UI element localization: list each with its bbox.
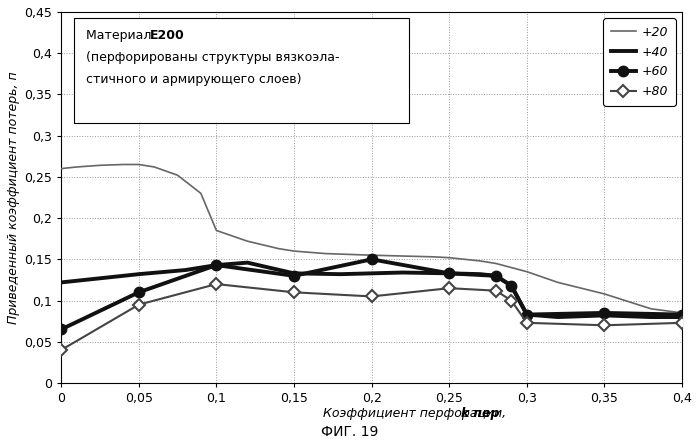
+20: [73, 164, 81, 170]
+40: [336, 272, 345, 277]
+40: [554, 315, 562, 320]
Text: Материал: Материал: [86, 29, 155, 42]
Line: +80: +80: [57, 280, 686, 354]
+40: [476, 272, 484, 277]
+20: [274, 246, 282, 251]
+20: [429, 254, 438, 260]
+20: [507, 265, 516, 270]
+60: [678, 312, 686, 317]
+40: [368, 271, 376, 276]
Text: k: k: [461, 408, 470, 420]
+20: [445, 255, 454, 260]
+80: [491, 288, 500, 293]
+40: [678, 315, 686, 320]
+40: [491, 273, 500, 279]
+20: [96, 163, 104, 168]
+60: [290, 273, 298, 279]
Text: Коэффициент перфорации,: Коэффициент перфорации,: [323, 408, 510, 420]
+80: [445, 286, 454, 291]
+40: [135, 272, 143, 277]
+40: [445, 271, 454, 276]
+20: [678, 310, 686, 315]
Y-axis label: Приведенный коэффициент потерь, п: Приведенный коэффициент потерь, п: [7, 71, 20, 324]
+80: [507, 298, 516, 303]
+80: [135, 302, 143, 307]
Legend: +20, +40, +60, +80: +20, +40, +60, +80: [603, 18, 676, 106]
Text: пер: пер: [470, 408, 500, 420]
+20: [523, 269, 531, 274]
+20: [243, 238, 252, 244]
+20: [647, 306, 655, 311]
+40: [398, 270, 407, 275]
+40: [647, 315, 655, 320]
+40: [243, 260, 252, 265]
+60: [600, 310, 609, 315]
+20: [173, 173, 182, 178]
+40: [57, 280, 65, 285]
+40: [88, 276, 96, 282]
+20: [491, 261, 500, 266]
+60: [523, 312, 531, 317]
+80: [600, 323, 609, 328]
Text: (перфорированы структуры вязкоэла-: (перфорированы структуры вязкоэла-: [86, 51, 340, 64]
+20: [368, 253, 376, 258]
Line: +20: +20: [61, 164, 682, 313]
+60: [445, 271, 454, 276]
+20: [119, 162, 127, 167]
+20: [212, 228, 221, 233]
+40: [290, 271, 298, 276]
Text: ФИГ. 19: ФИГ. 19: [321, 424, 378, 439]
+60: [491, 273, 500, 279]
+20: [290, 249, 298, 254]
+80: [57, 347, 65, 353]
Line: +40: +40: [61, 263, 682, 317]
+80: [212, 281, 221, 287]
+60: [368, 256, 376, 262]
+20: [321, 251, 329, 256]
+20: [150, 164, 159, 170]
+60: [507, 283, 516, 288]
+20: [554, 280, 562, 285]
+20: [135, 162, 143, 167]
+40: [507, 283, 516, 288]
+80: [678, 320, 686, 326]
+20: [57, 166, 65, 171]
+40: [523, 312, 531, 317]
FancyBboxPatch shape: [73, 18, 409, 123]
+60: [57, 327, 65, 332]
Text: Е200: Е200: [150, 29, 185, 42]
+60: [212, 262, 221, 268]
+40: [212, 262, 221, 268]
+40: [181, 268, 189, 273]
+20: [398, 253, 407, 259]
+80: [368, 294, 376, 299]
+60: [135, 290, 143, 295]
Text: стичного и армирующего слоев): стичного и армирующего слоев): [86, 73, 301, 86]
Line: +60: +60: [57, 254, 687, 334]
+40: [600, 313, 609, 318]
+20: [476, 258, 484, 264]
+80: [523, 320, 531, 326]
+20: [600, 291, 609, 297]
+20: [196, 190, 205, 196]
+80: [290, 290, 298, 295]
